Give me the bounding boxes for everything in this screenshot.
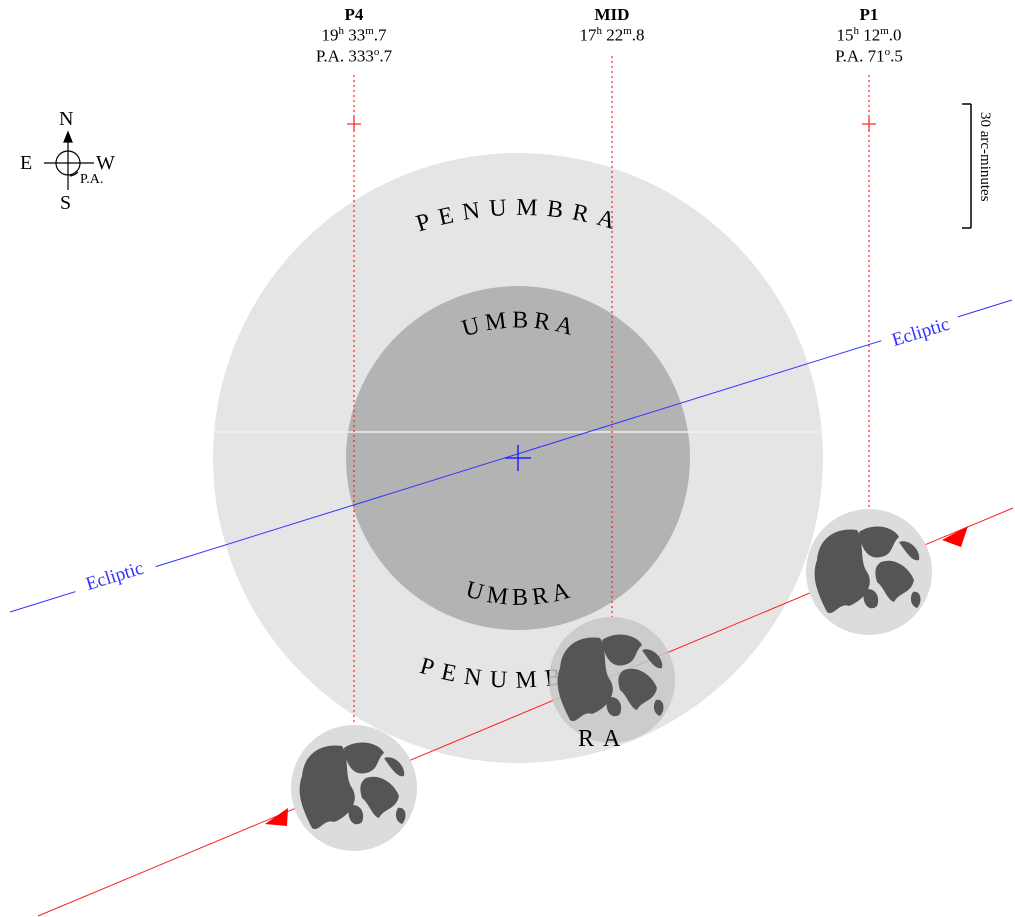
compass-south: S [60, 192, 72, 214]
p1-name: P1 [859, 5, 879, 24]
scale-bar [962, 103, 972, 229]
p1-tick-cross [862, 117, 876, 131]
compass-pa-label: P.A. [80, 172, 104, 187]
p4-time: 19h 33m.7 [321, 25, 387, 45]
penumbra-bottom-tail: RA [578, 726, 629, 752]
path-arrow-left [265, 808, 288, 826]
ecliptic-line [9, 299, 1013, 613]
p1-contact-label: P1 15h 12m.0 P.A. 71o.5 [789, 6, 949, 64]
mid-name: MID [594, 5, 630, 24]
compass-west: W [96, 152, 115, 174]
path-arrow-right [942, 526, 968, 547]
shadow-center-cross [505, 445, 531, 471]
mid-contact-label: MID 17h 22m.8 [532, 6, 692, 44]
p4-contact-label: P4 19h 33m.7 P.A. 333o.7 [274, 6, 434, 64]
compass-north: N [59, 108, 74, 130]
mid-time: 17h 22m.8 [579, 25, 645, 45]
p4-name: P4 [344, 5, 364, 24]
p1-time: 15h 12m.0 [836, 25, 902, 45]
p1-position-angle: P.A. 71o.5 [835, 45, 903, 66]
moon-p4 [291, 725, 417, 851]
compass-rose [44, 130, 94, 190]
compass-east: E [20, 152, 33, 174]
p4-position-angle: P.A. 333o.7 [315, 45, 393, 66]
scale-label: 30 arc-minutes [977, 112, 993, 202]
p4-tick-cross [347, 117, 361, 131]
moon-mid [549, 617, 675, 743]
moon-p1 [806, 509, 932, 635]
